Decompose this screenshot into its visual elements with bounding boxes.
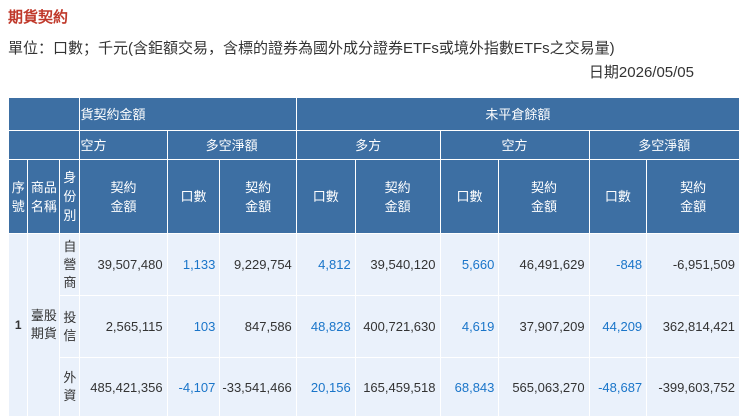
header-short: 空方 [79,130,168,160]
product-name: 臺股 期貨 [27,233,61,417]
page-title: 期貨契約 [8,9,69,26]
oi-net-lots-link[interactable]: -848 [588,233,648,296]
oi-short-lots-link[interactable]: 68,843 [439,357,500,417]
header-open-interest: 未平倉餘額 [295,97,740,131]
oi-net-amount: -399,603,752 [646,357,740,417]
net-lots-link[interactable]: 103 [166,295,221,358]
oi-long-amount: 39,540,120 [354,233,441,296]
header-seq: 序號 [7,159,29,234]
header-blank [7,97,81,131]
net-amount: -33,541,466 [219,357,297,417]
header-oi-long-amount: 契約 金額 [354,159,441,234]
identity-dealer: 自營商 [59,233,81,296]
header-oi-net-amount: 契約 金額 [646,159,740,234]
table-row: 投信 2,565,115 103 847,586 48,828 400,721,… [9,295,740,358]
header-blank-2 [7,130,81,160]
header-oi-short: 空方 [439,130,590,160]
header-oi-long-lots: 口數 [295,159,356,234]
row-seq: 1 [7,233,29,417]
futures-table: 貨契約金額 未平倉餘額 空方 多空淨額 多方 空方 多空淨額 序號 商品 名稱 身… [7,97,740,417]
short-amount: 2,565,115 [79,295,168,358]
oi-long-amount: 400,721,630 [354,295,441,358]
oi-net-lots-link[interactable]: 44,209 [588,295,648,358]
header-oi-net: 多空淨額 [588,130,740,160]
header-oi-net-lots: 口數 [588,159,648,234]
header-net-lots: 口數 [166,159,221,234]
oi-long-lots-link[interactable]: 20,156 [295,357,356,417]
header-oi-short-amount: 契約 金額 [498,159,590,234]
identity-foreign: 外資 [59,357,81,417]
oi-short-amount: 37,907,209 [498,295,590,358]
header-product: 商品 名稱 [27,159,61,234]
oi-short-lots-link[interactable]: 5,660 [439,233,500,296]
header-net-amount: 契約 金額 [219,159,297,234]
report-date: 日期2026/05/05 [588,64,694,81]
oi-long-lots-link[interactable]: 4,812 [295,233,356,296]
header-short-amount: 契約 金額 [79,159,168,234]
oi-net-amount: -6,951,509 [646,233,740,296]
oi-short-lots-link[interactable]: 4,619 [439,295,500,358]
short-amount: 485,421,356 [79,357,168,417]
header-oi-short-lots: 口數 [439,159,500,234]
oi-short-amount: 565,063,270 [498,357,590,417]
header-net: 多空淨額 [166,130,297,160]
oi-long-lots-link[interactable]: 48,828 [295,295,356,358]
table-row: 1 臺股 期貨 自營商 39,507,480 1,133 9,229,754 4,… [7,233,740,417]
short-amount: 39,507,480 [79,233,168,296]
net-amount: 9,229,754 [219,233,297,296]
oi-short-amount: 46,491,629 [498,233,590,296]
net-lots-link[interactable]: 1,133 [166,233,221,296]
oi-net-lots-link[interactable]: -48,687 [588,357,648,417]
oi-long-amount: 165,459,518 [354,357,441,417]
oi-net-amount: 362,814,421 [646,295,740,358]
identity-investment-trust: 投信 [59,295,81,358]
net-amount: 847,586 [219,295,297,358]
table-row: 外資 485,421,356 -4,107 -33,541,466 20,156… [9,357,740,417]
header-identity: 身份別 [59,159,81,234]
header-oi-long: 多方 [295,130,441,160]
unit-note: 單位：口數；千元(含鉅額交易，含標的證券為國外成分證券ETFs或境外指數ETFs… [8,40,615,57]
header-trading-amount: 貨契約金額 [79,97,297,131]
net-lots-link[interactable]: -4,107 [166,357,221,417]
